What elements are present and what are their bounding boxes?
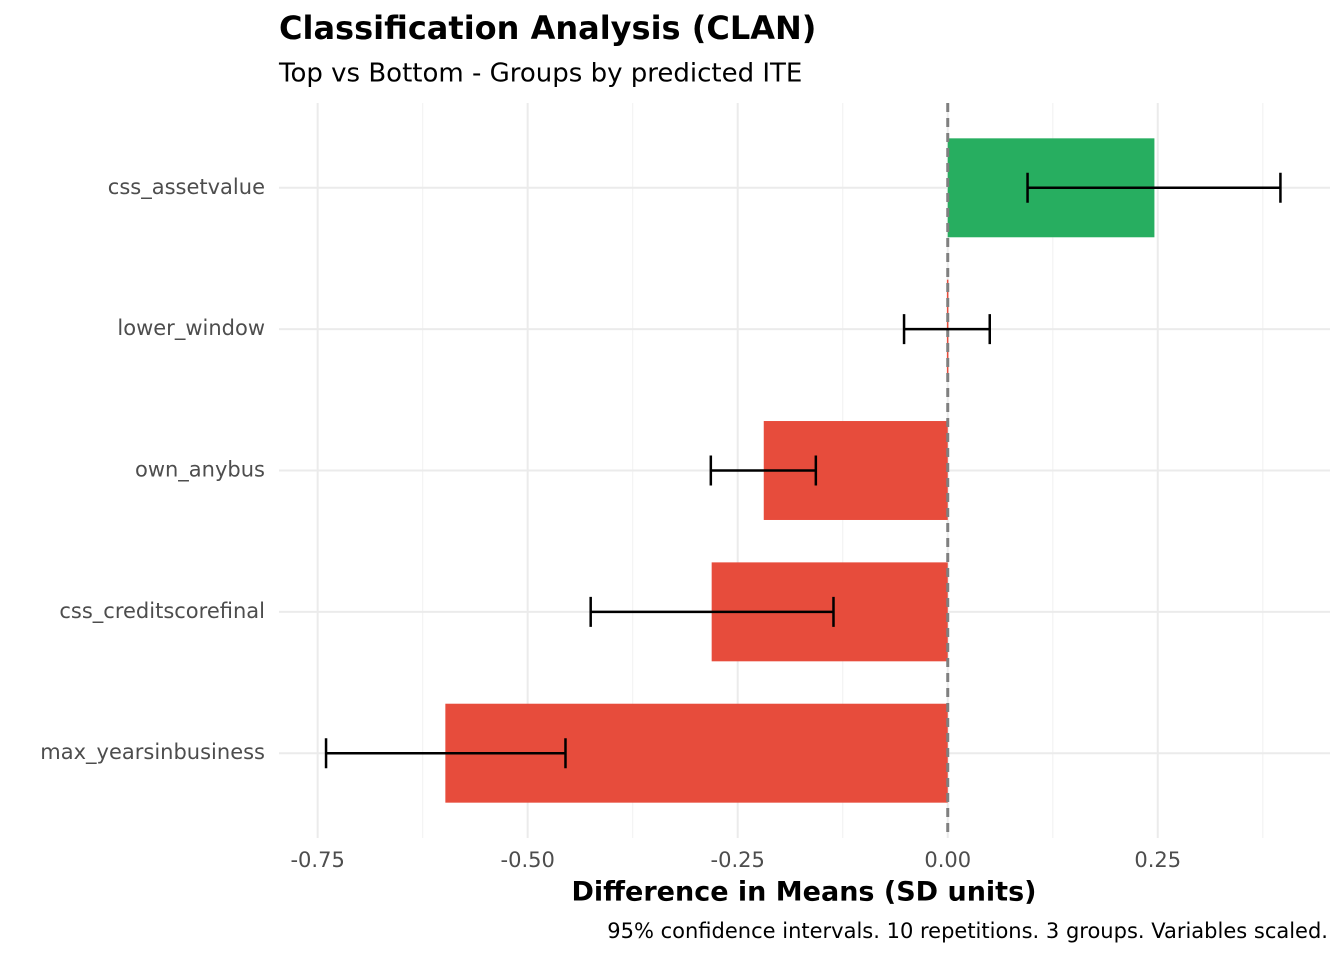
y-tick-label: own_anybus — [135, 458, 265, 483]
caption: 95% confidence intervals. 10 repetitions… — [607, 919, 1328, 943]
x-tick-label: -0.50 — [501, 848, 555, 872]
y-tick-label: css_creditscorefinal — [59, 599, 265, 624]
x-tick-label: -0.75 — [290, 848, 344, 872]
chart-subtitle: Top vs Bottom - Groups by predicted ITE — [278, 59, 802, 89]
chart-title: Classification Analysis (CLAN) — [279, 9, 816, 47]
x-tick-label: -0.25 — [711, 848, 765, 872]
x-tick-label: 0.00 — [924, 848, 971, 872]
y-tick-label: max_yearsinbusiness — [40, 740, 265, 765]
y-tick-label: css_assetvalue — [108, 175, 265, 200]
y-tick-label: lower_window — [117, 316, 265, 341]
x-tick-label: 0.25 — [1134, 848, 1181, 872]
error-bar — [709, 455, 818, 486]
error-bar — [324, 738, 567, 769]
error-bar — [1026, 172, 1282, 203]
error-bar — [902, 314, 991, 345]
x-axis-label: Difference in Means (SD units) — [572, 877, 1037, 908]
error-bar — [589, 596, 835, 627]
